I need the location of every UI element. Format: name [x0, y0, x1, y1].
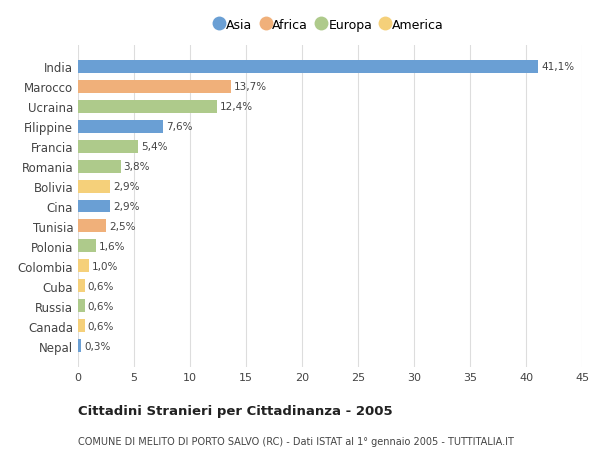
Text: 0,6%: 0,6%: [88, 321, 114, 331]
Text: 2,5%: 2,5%: [109, 222, 136, 231]
Bar: [78, 180, 110, 193]
Bar: [78, 320, 85, 333]
Bar: [78, 160, 121, 173]
Bar: [78, 260, 89, 273]
Text: 5,4%: 5,4%: [141, 142, 168, 152]
Text: 0,6%: 0,6%: [88, 301, 114, 311]
Text: 0,3%: 0,3%: [84, 341, 110, 351]
Bar: [78, 200, 110, 213]
Text: 1,0%: 1,0%: [92, 261, 118, 271]
Bar: [78, 120, 163, 133]
Bar: [78, 240, 96, 253]
Bar: [78, 140, 139, 153]
Text: 2,9%: 2,9%: [113, 182, 140, 191]
Text: 1,6%: 1,6%: [99, 241, 125, 252]
Text: 7,6%: 7,6%: [166, 122, 193, 132]
Text: 12,4%: 12,4%: [220, 102, 253, 112]
Bar: [78, 220, 106, 233]
Bar: [78, 80, 232, 93]
Bar: [78, 101, 217, 113]
Bar: [78, 61, 538, 73]
Bar: [78, 280, 85, 293]
Bar: [78, 300, 85, 313]
Text: 0,6%: 0,6%: [88, 281, 114, 291]
Text: 13,7%: 13,7%: [234, 82, 268, 92]
Bar: [78, 340, 82, 353]
Text: 3,8%: 3,8%: [124, 162, 150, 172]
Text: Cittadini Stranieri per Cittadinanza - 2005: Cittadini Stranieri per Cittadinanza - 2…: [78, 404, 392, 417]
Text: COMUNE DI MELITO DI PORTO SALVO (RC) - Dati ISTAT al 1° gennaio 2005 - TUTTITALI: COMUNE DI MELITO DI PORTO SALVO (RC) - D…: [78, 436, 514, 446]
Legend: Asia, Africa, Europa, America: Asia, Africa, Europa, America: [211, 14, 449, 37]
Text: 2,9%: 2,9%: [113, 202, 140, 212]
Text: 41,1%: 41,1%: [541, 62, 574, 72]
